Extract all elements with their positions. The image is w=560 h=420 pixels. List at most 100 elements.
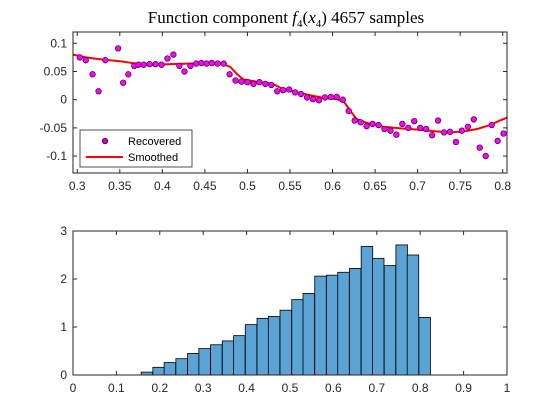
bottom-x-tick-label: 0.6 (325, 381, 342, 395)
recovered-point (280, 86, 287, 94)
recovered-point (393, 131, 400, 138)
histogram-bar (244, 324, 258, 376)
recovered-point (146, 60, 153, 68)
recovered-point (114, 45, 122, 52)
top-tick-labels: 0.3 0.35 0.4 0.45 0.5 0.55 0.6 0.65 0.7 0.75 0.8 0.… (40, 36, 512, 193)
recovered-point (482, 152, 489, 160)
histogram-bar (233, 335, 246, 376)
recovered-point (494, 137, 501, 145)
recovered-point (285, 86, 293, 93)
title-function-subscript: 4 (297, 18, 303, 30)
legend-box (79, 129, 193, 168)
recovered-point (95, 88, 102, 95)
recovered-point (214, 60, 221, 67)
recovered-point (176, 62, 183, 69)
histogram-bar (152, 366, 165, 376)
top-axes-frame (72, 31, 508, 174)
recovered-point (244, 79, 251, 86)
chart-title: Function component f4(x4) 4657 samples (148, 8, 424, 30)
recovered-point (274, 88, 281, 95)
bottom-axes: 0 0.1 0.2 0.3 0.4 0.5 0.6 0.7 0.8 0.9 1 0 1 2 3 (60, 224, 510, 395)
recovered-point (193, 60, 200, 67)
recovered-point (238, 78, 245, 85)
top-x-tick-label: 0.6 (324, 179, 341, 193)
histogram-bar (326, 274, 339, 376)
recovered-point (375, 121, 382, 129)
recovered-point (220, 60, 227, 67)
bottom-x-tick-label: 0.2 (151, 381, 168, 395)
bottom-x-tick-label: 0.3 (195, 381, 212, 395)
recovered-point (500, 130, 507, 137)
recovered-point (181, 68, 188, 75)
top-x-tick-label: 0.65 (363, 179, 387, 193)
recovered-point (120, 79, 127, 86)
top-x-tick-label: 0.8 (494, 179, 511, 193)
recovered-point (198, 59, 205, 67)
recovered-point (164, 55, 171, 62)
bottom-y-tick-label: 3 (60, 224, 67, 238)
recovered-point (434, 117, 442, 124)
recovered-point (268, 81, 275, 89)
recovered-point (405, 124, 412, 132)
recovered-point (428, 132, 436, 139)
recovered-point (351, 117, 358, 124)
histogram-bar (349, 268, 362, 376)
top-y-tick-label: -0.1 (46, 149, 67, 163)
recovered-point (76, 54, 83, 61)
recovered-point (125, 71, 132, 78)
recovered-point (327, 93, 334, 101)
top-x-tick-label: 0.3 (69, 179, 86, 193)
recovered-point (232, 77, 239, 84)
recovered-point (303, 94, 311, 101)
bottom-x-tick-label: 0.4 (238, 381, 255, 395)
recovered-point (381, 125, 388, 133)
bottom-x-tick-label: 0.8 (412, 381, 429, 395)
top-y-tick-label: -0.05 (40, 121, 68, 135)
recovered-point (423, 125, 430, 133)
bottom-axes-frame (72, 230, 508, 376)
histogram-bar (221, 340, 235, 376)
recovered-point (140, 61, 147, 68)
recovered-point (321, 94, 329, 101)
recovered-point (152, 60, 159, 68)
recovered-point (470, 116, 477, 123)
histogram-bar (187, 352, 200, 376)
recovered-series (76, 45, 507, 160)
histogram-bar (175, 358, 188, 376)
title-suffix: 4657 samples (327, 8, 424, 27)
title-close-paren: ) (321, 8, 327, 27)
bottom-y-tick-label: 2 (60, 272, 67, 286)
histogram-bar (279, 309, 292, 376)
recovered-point (452, 138, 460, 146)
top-x-tick-label: 0.4 (154, 179, 171, 193)
histogram-bar (395, 244, 408, 376)
recovered-point (262, 80, 269, 88)
recovered-point (488, 121, 495, 129)
top-x-tick-label: 0.5 (239, 179, 256, 193)
recovered-point (89, 71, 96, 78)
histogram-bar (406, 254, 420, 376)
recovered-point (291, 89, 299, 96)
histogram-bar (418, 316, 431, 376)
histogram-bar (383, 265, 397, 376)
legend-recovered-marker (101, 137, 109, 145)
bottom-y-tick-label: 1 (60, 320, 67, 334)
histogram-bar (256, 317, 269, 376)
recovered-point (208, 59, 215, 67)
bottom-tick-labels: 0 0.1 0.2 0.3 0.4 0.5 0.6 0.7 0.8 0.9 1 0 1 2 3 (60, 224, 510, 395)
bottom-x-tick-label: 0 (70, 381, 77, 395)
recovered-point (440, 129, 448, 136)
bottom-x-tick-label: 1 (504, 381, 511, 395)
histogram-bar (291, 299, 304, 376)
recovered-point (250, 80, 257, 88)
top-ticks (73, 32, 507, 173)
histogram-bar (360, 245, 374, 376)
bottom-x-tick-label: 0.5 (282, 381, 299, 395)
top-x-tick-label: 0.45 (193, 179, 217, 193)
bottom-x-tick-label: 0.9 (455, 381, 472, 395)
title-argument: x (307, 8, 316, 27)
histogram-bar (372, 257, 385, 376)
recovered-point (309, 95, 317, 103)
recovered-point (458, 127, 466, 134)
